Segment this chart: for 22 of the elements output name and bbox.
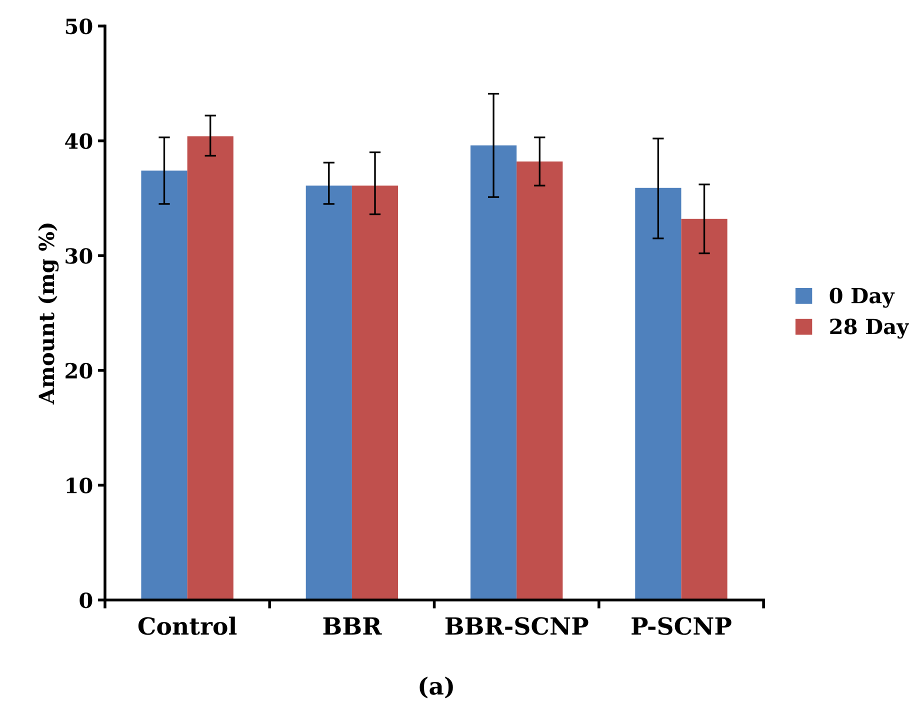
bar — [187, 136, 234, 600]
legend-label: 0 Day — [830, 288, 895, 308]
y-tick-label: 50 — [66, 18, 92, 34]
x-tick-label: Control — [138, 616, 237, 635]
y-tick-label: 20 — [66, 362, 92, 379]
x-tick-label: P-SCNP — [632, 617, 732, 635]
bar — [681, 218, 728, 600]
y-tick-label: 10 — [66, 478, 92, 494]
bar — [306, 186, 352, 600]
bar — [141, 170, 188, 600]
bar — [635, 188, 682, 600]
bar — [352, 186, 398, 600]
y-axis-title: Amount (mg %) — [38, 224, 59, 404]
bar — [470, 145, 517, 600]
y-tick-label: 40 — [65, 133, 92, 150]
y-tick-label: 30 — [66, 248, 92, 264]
x-tick-label: BBR-SCNP — [445, 617, 588, 635]
legend-label: 28 Day — [830, 318, 909, 339]
text: (a) — [420, 676, 453, 698]
y-tick-label: 0 — [80, 592, 92, 608]
x-tick-label: BBR — [323, 617, 382, 635]
bar — [516, 161, 563, 600]
